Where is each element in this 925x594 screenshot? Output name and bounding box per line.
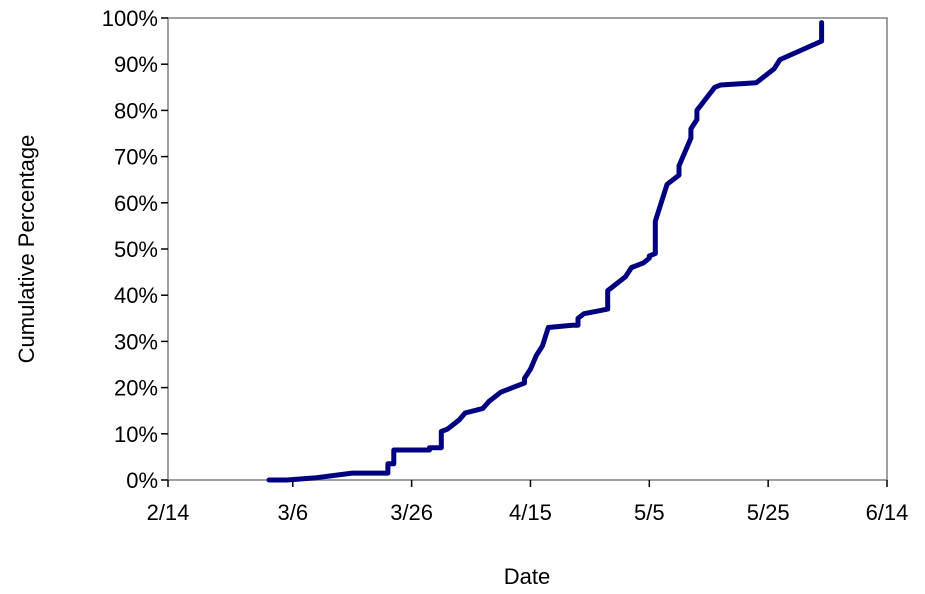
series-layer [266, 20, 825, 483]
y-tick-label: 90% [114, 52, 158, 77]
y-tick-label: 20% [114, 376, 158, 401]
y-tick-label: 80% [114, 98, 158, 123]
x-tick-label: 5/5 [634, 500, 665, 525]
y-tick-label: 30% [114, 329, 158, 354]
x-tick-label: 3/26 [390, 500, 433, 525]
series-line [266, 20, 825, 483]
y-tick-label: 100% [102, 6, 158, 31]
y-tick-label: 60% [114, 191, 158, 216]
x-tick-label: 5/25 [747, 500, 790, 525]
y-axis: 0% 10% 20% 30% 40% 50% 60% 70% 80% 90% 100% [102, 6, 168, 493]
x-axis: 2/14 3/6 3/26 4/15 5/5 5/25 6/14 [147, 480, 909, 525]
y-tick-label: 50% [114, 237, 158, 262]
x-axis-title: Date [504, 564, 550, 589]
y-tick-label: 10% [114, 422, 158, 447]
x-tick-label: 6/14 [866, 500, 909, 525]
y-tick-label: 0% [126, 468, 158, 493]
y-tick-label: 70% [114, 145, 158, 170]
x-tick-label: 3/6 [277, 500, 308, 525]
x-tick-label: 2/14 [147, 500, 190, 525]
x-tick-label: 4/15 [509, 500, 552, 525]
y-axis-title: Cumulative Percentage [14, 135, 39, 364]
y-tick-label: 40% [114, 283, 158, 308]
